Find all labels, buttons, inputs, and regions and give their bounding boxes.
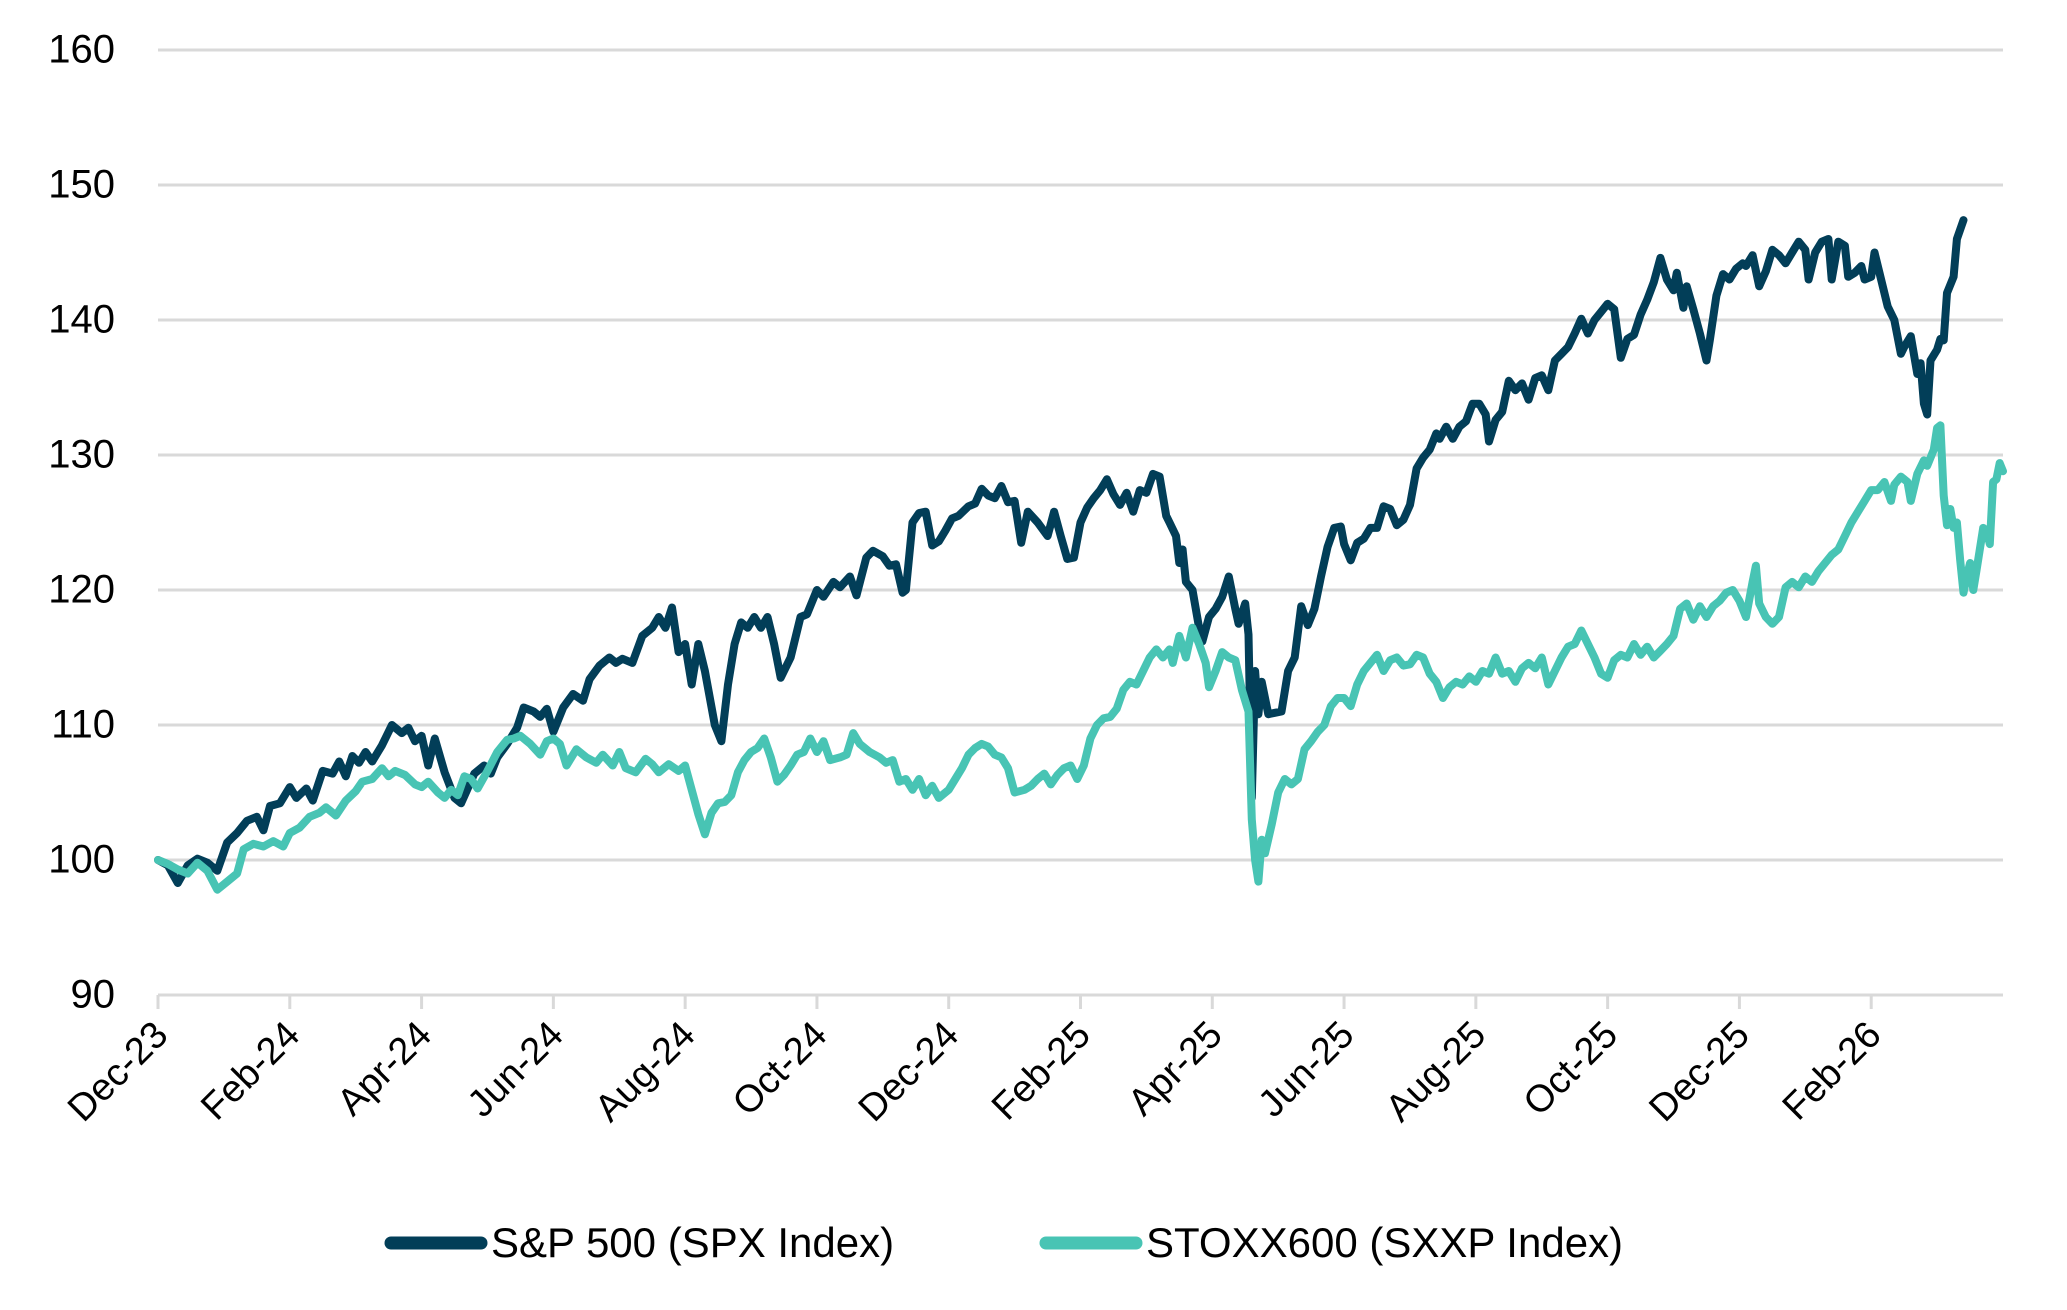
- series-line-spx: [154, 216, 1968, 887]
- x-tick-label: Feb-24: [193, 1014, 308, 1129]
- x-tick-label: Aug-24: [587, 1014, 703, 1130]
- legend-item-sxxp[interactable]: STOXX600 (SXXP Index): [1039, 1219, 1623, 1266]
- x-tick-label: Dec-23: [60, 1014, 176, 1130]
- x-axis: Dec-23 Feb-24 Apr-24 Jun-24 Aug-24 Oct-24 Dec-…: [60, 993, 2003, 1130]
- x-tick-label: Feb-25: [984, 1014, 1099, 1129]
- y-axis-ticks: 90 100 110 120 130 140 150 160: [48, 28, 115, 1017]
- x-tick-label: Aug-25: [1378, 1014, 1494, 1130]
- x-tick-label: Feb-26: [1775, 1014, 1890, 1129]
- x-tick-label: Jun-24: [460, 1014, 572, 1126]
- y-tick-label: 130: [48, 433, 115, 477]
- x-tick-label: Oct-25: [1516, 1014, 1626, 1124]
- legend-item-spx[interactable]: S&P 500 (SPX Index): [384, 1219, 894, 1266]
- legend: S&P 500 (SPX Index) STOXX600 (SXXP Index…: [384, 1219, 1623, 1266]
- x-tick-label: Apr-24: [330, 1014, 440, 1124]
- legend-label-spx: S&P 500 (SPX Index): [491, 1219, 894, 1266]
- gridlines: [158, 48, 2003, 862]
- x-tick-label: Dec-24: [851, 1014, 967, 1130]
- x-tick-label: Apr-25: [1120, 1014, 1230, 1124]
- x-tick-label: Dec-25: [1641, 1014, 1757, 1130]
- y-tick-label: 140: [48, 298, 115, 342]
- series-line-sxxp: [154, 421, 2007, 894]
- y-tick-label: 120: [48, 568, 115, 612]
- y-tick-label: 100: [48, 838, 115, 882]
- legend-label-sxxp: STOXX600 (SXXP Index): [1146, 1219, 1623, 1266]
- y-tick-label: 160: [48, 28, 115, 72]
- x-tick-label: Oct-24: [725, 1014, 835, 1124]
- x-tick-label: Jun-25: [1251, 1014, 1363, 1126]
- y-tick-label: 90: [71, 973, 116, 1017]
- y-tick-label: 150: [48, 163, 115, 207]
- y-tick-label: 110: [51, 703, 115, 747]
- series-lines: [154, 216, 2007, 894]
